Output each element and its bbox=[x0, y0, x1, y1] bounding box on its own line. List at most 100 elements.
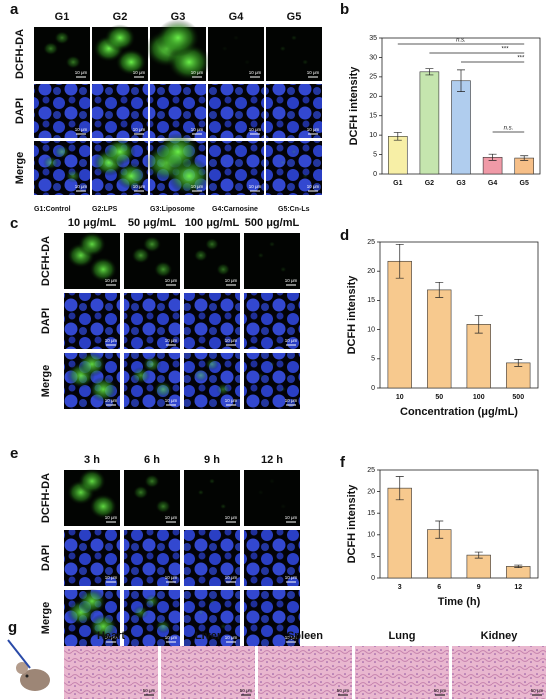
scale-bar-label: 10 μm bbox=[75, 184, 88, 189]
y-tick-label: 10 bbox=[367, 532, 375, 539]
green-signal bbox=[104, 138, 136, 166]
green-signal bbox=[89, 256, 118, 282]
column-label: G1 bbox=[55, 11, 70, 23]
scale-bar-label: 10 μm bbox=[105, 515, 118, 520]
scale-bar-label: 10 μm bbox=[225, 515, 238, 520]
green-signal bbox=[197, 489, 204, 496]
x-tick-label: 3 bbox=[398, 584, 402, 591]
green-signal bbox=[131, 247, 151, 264]
tissue-image bbox=[452, 646, 546, 699]
group-legend: G5:Cn-Ls bbox=[278, 206, 310, 213]
panel-label: c bbox=[10, 215, 18, 232]
bar bbox=[466, 324, 491, 389]
micrograph bbox=[244, 293, 300, 349]
scale-bar-label: 10 μm bbox=[191, 127, 204, 132]
tissue-image bbox=[355, 646, 449, 699]
y-axis-label: DCFH intensity bbox=[346, 275, 358, 355]
y-tick-label: 20 bbox=[367, 268, 375, 275]
bar bbox=[387, 487, 412, 579]
scale-bar-label: 10 μm bbox=[105, 635, 118, 640]
x-tick-label: 9 bbox=[477, 584, 481, 591]
panel-label: b bbox=[340, 1, 349, 18]
green-signal bbox=[290, 149, 298, 155]
row-label: Merge bbox=[40, 602, 52, 634]
green-signal bbox=[142, 235, 162, 253]
x-tick-label: 12 bbox=[514, 584, 522, 591]
y-tick-label: 5 bbox=[371, 553, 375, 560]
column-label: 12 h bbox=[261, 454, 283, 466]
scale-bar-label: 50 μm bbox=[143, 688, 156, 693]
error-bar bbox=[395, 476, 404, 501]
scale-bar-label: 10 μm bbox=[307, 127, 320, 132]
green-signal bbox=[193, 249, 208, 262]
group-legend: G1:Control bbox=[34, 206, 71, 213]
green-signal bbox=[302, 59, 309, 65]
y-tick-label: 20 bbox=[369, 93, 377, 100]
error-bar bbox=[514, 564, 523, 568]
y-tick-label: 30 bbox=[369, 54, 377, 61]
error-bar bbox=[395, 243, 404, 279]
significance-label: n.s. bbox=[456, 38, 466, 44]
error-bar bbox=[474, 315, 483, 334]
micrograph bbox=[150, 84, 206, 138]
y-tick-label: 25 bbox=[367, 239, 375, 246]
green-signal bbox=[144, 474, 160, 489]
plot-frame bbox=[379, 241, 539, 389]
green-signal bbox=[77, 351, 107, 377]
scale-bar-label: 10 μm bbox=[133, 127, 146, 132]
green-signal bbox=[232, 35, 240, 41]
micrograph bbox=[184, 293, 240, 349]
green-signal bbox=[257, 372, 264, 379]
row-label: DCFH-DA bbox=[14, 29, 26, 79]
x-tick-label: 100 bbox=[473, 394, 485, 401]
scale-bar-label: 10 μm bbox=[105, 338, 118, 343]
x-tick-label: G3 bbox=[456, 180, 465, 187]
x-tick-label: G4 bbox=[488, 180, 497, 187]
error-bar bbox=[514, 359, 523, 367]
scale-bar-label: 10 μm bbox=[191, 70, 204, 75]
y-tick-label: 15 bbox=[367, 297, 375, 304]
y-tick-label: 10 bbox=[369, 132, 377, 139]
green-signal bbox=[77, 468, 107, 494]
x-tick-label: G1 bbox=[393, 180, 402, 187]
column-label: Kidney bbox=[481, 630, 519, 642]
scale-bar-label: 10 μm bbox=[133, 70, 146, 75]
green-signal bbox=[216, 263, 231, 276]
green-signal bbox=[54, 31, 70, 45]
green-signal bbox=[54, 145, 70, 159]
green-signal bbox=[257, 489, 264, 496]
bar bbox=[387, 260, 412, 389]
green-signal bbox=[142, 355, 162, 373]
panel-label: e bbox=[10, 445, 18, 462]
green-signal bbox=[132, 605, 149, 620]
column-label: Heart bbox=[97, 630, 125, 642]
green-signal bbox=[115, 48, 147, 76]
bar bbox=[388, 136, 408, 175]
x-tick-label: G5 bbox=[520, 180, 529, 187]
scale-bar-label: 10 μm bbox=[165, 635, 178, 640]
green-signal bbox=[279, 45, 286, 52]
group-legend: G4:Carnosine bbox=[212, 206, 258, 213]
green-signal bbox=[89, 376, 118, 402]
error-bar bbox=[488, 153, 497, 161]
error-bar bbox=[393, 132, 402, 141]
green-signal bbox=[268, 361, 276, 368]
micrograph bbox=[184, 530, 240, 586]
tissue-image bbox=[258, 646, 352, 699]
group-legend: G3:Liposome bbox=[150, 206, 195, 213]
micrograph bbox=[266, 84, 322, 138]
green-signal bbox=[155, 499, 172, 514]
scale-bar-label: 50 μm bbox=[434, 688, 447, 693]
y-tick-label: 15 bbox=[369, 113, 377, 120]
green-signal bbox=[89, 613, 118, 640]
row-label: DAPI bbox=[40, 545, 52, 571]
micrograph bbox=[124, 293, 180, 349]
bar bbox=[466, 554, 491, 579]
y-tick-label: 20 bbox=[367, 488, 375, 495]
green-signal bbox=[216, 383, 231, 396]
green-signal bbox=[42, 41, 59, 56]
green-signal bbox=[302, 173, 309, 179]
panel-label: f bbox=[340, 454, 346, 471]
green-signal bbox=[279, 159, 286, 166]
green-signal bbox=[153, 261, 173, 278]
